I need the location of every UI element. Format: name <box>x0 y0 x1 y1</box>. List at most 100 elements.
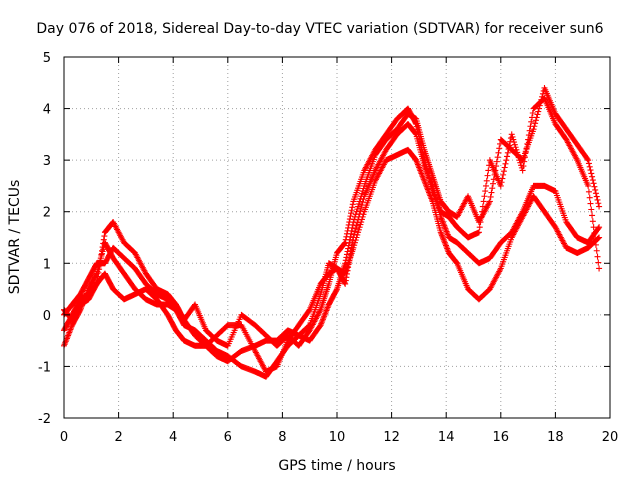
data-point <box>343 251 350 258</box>
data-point <box>357 207 364 214</box>
data-point <box>589 173 596 180</box>
data-point <box>97 258 104 265</box>
data-point <box>488 189 495 196</box>
data-point <box>585 188 592 195</box>
data-point <box>596 203 603 210</box>
data-point <box>417 141 424 148</box>
data-point <box>585 157 592 164</box>
data-point <box>353 234 360 241</box>
data-point <box>95 269 102 276</box>
data-point <box>412 119 419 126</box>
data-point <box>483 177 490 184</box>
data-point <box>476 224 483 231</box>
data-point <box>342 257 349 264</box>
x-tick-label: 12 <box>383 430 400 445</box>
data-point <box>358 190 365 197</box>
data-point <box>416 133 423 140</box>
series-track-b <box>61 146 603 375</box>
data-point <box>344 248 351 255</box>
data-point <box>532 120 539 127</box>
data-point <box>515 154 522 161</box>
data-point <box>342 239 349 246</box>
data-point <box>584 156 591 163</box>
data-point <box>501 164 508 171</box>
data-point <box>527 123 534 130</box>
data-point <box>526 127 533 134</box>
data-point <box>495 149 502 156</box>
data-point <box>490 176 497 183</box>
data-point <box>592 241 599 248</box>
y-tick-label: 1 <box>43 257 51 272</box>
data-point <box>587 167 594 174</box>
data-point <box>500 171 507 178</box>
data-point <box>592 235 599 242</box>
data-point <box>355 203 362 210</box>
data-point <box>593 193 600 200</box>
data-point <box>478 213 485 220</box>
data-point <box>420 151 427 158</box>
data-point <box>359 213 366 220</box>
data-point <box>506 142 513 149</box>
y-tick-label: 3 <box>43 154 51 169</box>
chart-title: Day 076 of 2018, Sidereal Day-to-day VTE… <box>36 21 603 37</box>
x-axis-label: GPS time / hours <box>278 458 395 474</box>
data-point <box>528 118 535 125</box>
data-point <box>355 200 362 207</box>
data-point <box>316 323 323 330</box>
data-point <box>342 236 349 243</box>
data-point <box>502 160 509 167</box>
y-tick-label: -1 <box>38 360 51 375</box>
axis-ticks <box>63 56 611 419</box>
data-point <box>356 198 363 205</box>
data-point <box>588 206 595 213</box>
data-point <box>590 224 597 231</box>
data-point <box>500 168 507 175</box>
data-point <box>354 219 361 226</box>
data-point <box>346 219 353 226</box>
series-track-c <box>61 84 603 365</box>
y-tick-label: 2 <box>43 206 51 221</box>
data-point <box>354 206 361 213</box>
data-point <box>413 121 420 128</box>
data-point <box>357 195 364 202</box>
data-point <box>352 225 359 232</box>
data-point <box>420 154 427 161</box>
data-point <box>356 224 363 231</box>
data-point <box>341 240 348 247</box>
data-point <box>482 182 489 189</box>
data-point <box>503 157 510 164</box>
data-point <box>523 145 530 152</box>
data-point <box>594 253 601 260</box>
data-point <box>479 203 486 210</box>
data-point <box>591 230 598 237</box>
data-point <box>419 146 426 153</box>
data-point <box>494 154 501 161</box>
data-point <box>351 242 358 249</box>
x-tick-label: 10 <box>329 430 346 445</box>
data-point <box>593 247 600 254</box>
data-point <box>343 274 350 281</box>
y-tick-labels: -2 -1 0 1 2 3 4 5 <box>38 51 51 427</box>
data-point <box>414 126 421 133</box>
data-point <box>479 208 486 215</box>
x-tick-label: 18 <box>547 430 564 445</box>
data-point <box>333 287 340 294</box>
data-point <box>596 234 603 241</box>
data-point <box>496 145 503 152</box>
data-point <box>588 170 595 177</box>
data-point <box>96 266 103 273</box>
data-point <box>345 224 352 231</box>
data-point <box>345 242 352 249</box>
data-point <box>342 260 349 267</box>
data-point <box>347 213 354 220</box>
data-point <box>525 136 532 143</box>
data-point <box>349 204 356 211</box>
data-point <box>93 280 100 287</box>
data-point <box>100 240 107 247</box>
data-point <box>529 109 536 116</box>
data-point <box>413 123 420 130</box>
x-tick-label: 20 <box>602 430 619 445</box>
data-point <box>97 255 104 262</box>
data-point <box>343 230 350 237</box>
y-tick-label: 0 <box>43 309 51 324</box>
